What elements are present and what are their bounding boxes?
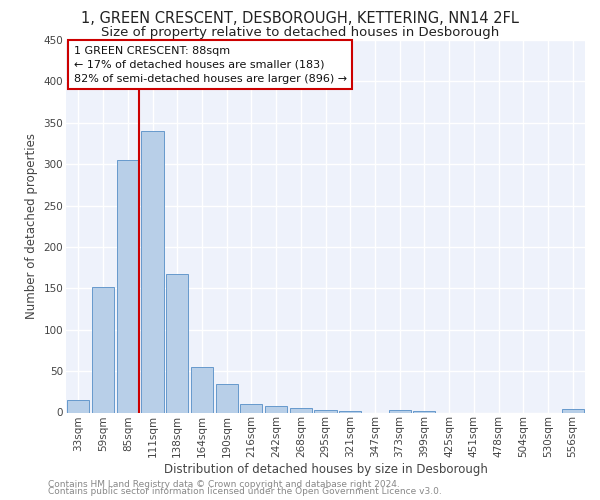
Bar bbox=[562, 409, 584, 412]
Bar bbox=[67, 400, 89, 412]
Bar bbox=[314, 410, 337, 412]
Text: 1 GREEN CRESCENT: 88sqm
← 17% of detached houses are smaller (183)
82% of semi-d: 1 GREEN CRESCENT: 88sqm ← 17% of detache… bbox=[74, 46, 347, 84]
Bar bbox=[166, 274, 188, 412]
Text: Contains HM Land Registry data © Crown copyright and database right 2024.: Contains HM Land Registry data © Crown c… bbox=[48, 480, 400, 489]
Text: Size of property relative to detached houses in Desborough: Size of property relative to detached ho… bbox=[101, 26, 499, 39]
Text: Contains public sector information licensed under the Open Government Licence v3: Contains public sector information licen… bbox=[48, 487, 442, 496]
Text: 1, GREEN CRESCENT, DESBOROUGH, KETTERING, NN14 2FL: 1, GREEN CRESCENT, DESBOROUGH, KETTERING… bbox=[81, 11, 519, 26]
Y-axis label: Number of detached properties: Number of detached properties bbox=[25, 133, 38, 320]
Bar bbox=[92, 286, 114, 412]
Bar bbox=[413, 411, 436, 412]
Bar bbox=[142, 131, 164, 412]
Bar bbox=[215, 384, 238, 412]
Bar bbox=[290, 408, 312, 412]
Bar bbox=[191, 367, 213, 412]
Bar bbox=[389, 410, 411, 412]
Bar bbox=[116, 160, 139, 412]
X-axis label: Distribution of detached houses by size in Desborough: Distribution of detached houses by size … bbox=[164, 463, 487, 476]
Bar bbox=[339, 411, 361, 412]
Bar bbox=[240, 404, 262, 412]
Bar bbox=[265, 406, 287, 412]
